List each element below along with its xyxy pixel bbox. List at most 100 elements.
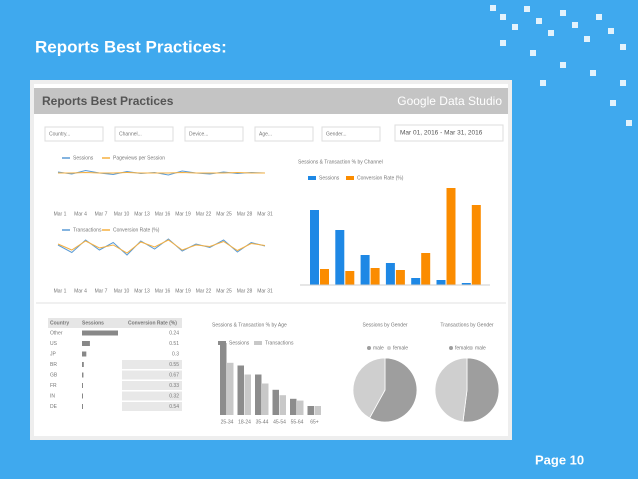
bar	[307, 406, 314, 415]
dashboard-title: Reports Best Practices	[42, 94, 174, 108]
table-cell: 0.33	[169, 383, 179, 389]
conversion-cell	[122, 328, 182, 338]
filter-label: Country...	[49, 131, 70, 137]
legend-label: Sessions	[319, 175, 340, 181]
legend-swatch	[449, 346, 453, 350]
legend-label: Conversion Rate (%)	[357, 175, 404, 181]
legend-label: female	[455, 345, 470, 351]
bar	[220, 343, 227, 415]
legend-swatch	[346, 176, 354, 180]
bar	[227, 362, 234, 415]
x-tick-label: Mar 10	[114, 288, 130, 294]
brand: Google Data Studio	[397, 94, 502, 108]
legend-swatch	[308, 176, 316, 180]
page-number: Page 10	[535, 452, 584, 467]
line	[58, 171, 265, 174]
filter[interactable]	[184, 126, 244, 142]
bar	[255, 374, 262, 415]
x-tick-label: 25-34	[221, 419, 234, 425]
legend-label: female	[393, 345, 408, 351]
slide-title: Reports Best Practices:	[35, 37, 227, 56]
bar	[360, 255, 370, 285]
table-cell: GB	[50, 372, 58, 378]
pie-slice	[434, 357, 468, 423]
filter[interactable]	[114, 126, 174, 142]
session-bar	[82, 404, 83, 409]
bar	[411, 278, 421, 285]
table-header-cell: Country	[50, 320, 69, 326]
table-cell: 0.54	[169, 404, 179, 410]
x-tick-label: 35-44	[256, 419, 269, 425]
bar	[446, 188, 456, 285]
legend-swatch	[469, 346, 473, 350]
legend-label: Sessions	[73, 155, 94, 161]
conversion-cell	[122, 360, 182, 369]
pie-title: Transactions by Gender	[440, 322, 494, 328]
pie-slice	[369, 357, 418, 423]
table-cell: 0.51	[169, 341, 179, 347]
x-tick-label: Mar 16	[155, 211, 171, 217]
pie-slice	[462, 357, 500, 423]
table-cell: JP	[50, 351, 57, 357]
conversion-cell	[122, 402, 182, 411]
table-cell: 0.67	[169, 372, 179, 378]
table-cell: Other	[50, 330, 63, 336]
dashboard-header	[34, 88, 508, 114]
bar	[262, 383, 269, 415]
legend-label: male	[373, 345, 384, 351]
filter-label: Gender...	[326, 131, 347, 137]
table-cell: BR	[50, 362, 57, 368]
table-cell: 0.55	[169, 362, 179, 368]
table-header	[48, 318, 182, 328]
legend-swatch	[254, 341, 262, 345]
legend-swatch	[387, 346, 391, 350]
date-range[interactable]	[394, 124, 504, 142]
x-tick-label: 45-54	[273, 419, 286, 425]
table-header-cell: Conversion Rate (%)	[128, 320, 177, 326]
session-bar	[82, 330, 118, 336]
bar	[385, 263, 395, 285]
bar	[320, 269, 329, 285]
table-header-cell: Sessions	[82, 320, 104, 326]
filter[interactable]	[321, 126, 381, 142]
x-tick-label: 18-24	[238, 419, 251, 425]
x-tick-label: 55-64	[291, 419, 304, 425]
x-tick-label: 65+	[310, 419, 319, 425]
session-bar	[82, 383, 83, 388]
decoration	[490, 5, 632, 126]
filter-label: Channel...	[119, 131, 142, 137]
filter[interactable]	[254, 126, 314, 142]
conversion-cell	[122, 370, 182, 380]
x-tick-label: Mar 28	[237, 288, 253, 294]
conversion-cell	[122, 339, 182, 348]
bar	[244, 374, 251, 415]
x-tick-label: Mar 31	[257, 211, 273, 217]
line	[57, 239, 266, 254]
x-tick-label: Mar 10	[114, 211, 130, 217]
session-bar	[82, 393, 83, 399]
filter[interactable]	[44, 126, 104, 142]
x-tick-label: Mar 19	[175, 288, 191, 294]
x-tick-label: Mar 28	[237, 211, 253, 217]
legend-swatch	[367, 346, 371, 350]
table-cell: 0.24	[169, 330, 179, 336]
bar	[471, 205, 481, 285]
session-bar	[82, 362, 84, 367]
bar	[272, 389, 279, 415]
x-tick-label: Mar 1	[54, 288, 67, 294]
x-tick-label: Mar 13	[134, 288, 150, 294]
x-tick-label: Mar 22	[196, 211, 212, 217]
legend-label: Transactions	[73, 227, 102, 233]
legend-label: Conversion Rate (%)	[113, 227, 160, 233]
bar	[314, 406, 321, 415]
x-tick-label: Mar 7	[95, 211, 108, 217]
pie-title: Sessions by Gender	[362, 322, 407, 328]
legend-label: male	[475, 345, 486, 351]
bar	[335, 230, 345, 285]
bar	[297, 400, 304, 415]
x-tick-label: Mar 4	[74, 288, 87, 294]
bar	[290, 398, 297, 415]
channel-title: Sessions & Transaction % by Channel	[298, 159, 383, 165]
x-tick-label: Mar 4	[74, 211, 87, 217]
